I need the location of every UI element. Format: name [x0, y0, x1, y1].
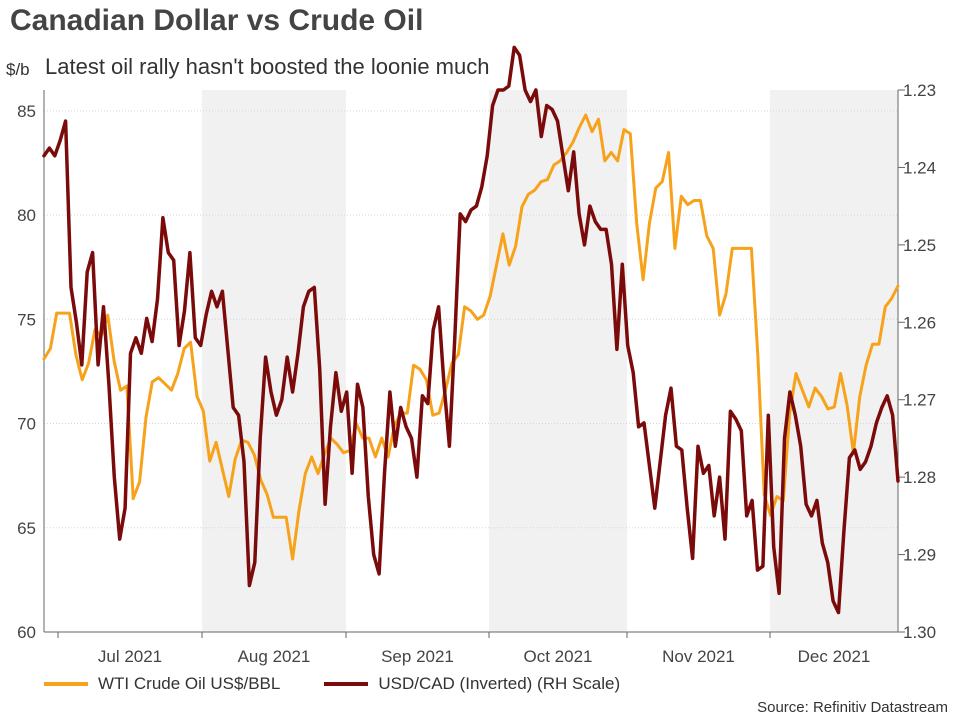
series-line-usdcad	[42, 45, 900, 615]
shaded-band-dec-2021	[770, 90, 898, 632]
right-tick-label: 1.30	[903, 623, 936, 642]
gridlines	[44, 110, 898, 633]
chart-subtitle: Latest oil rally hasn't boosted the loon…	[45, 54, 490, 79]
series-line-wti	[42, 113, 900, 561]
x-tick-label: Oct 2021	[524, 647, 593, 666]
left-tick-label: 80	[17, 206, 36, 225]
right-tick-label: 1.25	[903, 236, 936, 255]
x-tick-label: Jul 2021	[98, 647, 162, 666]
shaded-band-aug-2021	[202, 90, 346, 632]
legend-label-usdcad: USD/CAD (Inverted) (RH Scale)	[378, 674, 621, 693]
shaded-month-bands	[202, 90, 898, 632]
legend-item-wti: WTI Crude Oil US$/BBL	[44, 674, 280, 694]
series-lines	[42, 45, 900, 615]
x-tick-label: Nov 2021	[662, 647, 735, 666]
right-tick-label: 1.24	[903, 158, 936, 177]
right-tick-label: 1.29	[903, 546, 936, 565]
left-tick-label: 60	[17, 623, 36, 642]
left-tick-label: 70	[17, 415, 36, 434]
right-tick-label: 1.27	[903, 391, 936, 410]
left-tick-label: 65	[17, 519, 36, 538]
legend-item-usdcad: USD/CAD (Inverted) (RH Scale)	[324, 674, 620, 694]
right-tick-label: 1.23	[903, 81, 936, 100]
shaded-band-oct-2021	[489, 90, 627, 632]
legend-label-wti: WTI Crude Oil US$/BBL	[98, 674, 281, 693]
left-axis-unit: $/b	[6, 60, 30, 79]
x-tick-label: Aug 2021	[238, 647, 311, 666]
axes: 60 65 70 75 80 85 1.23 1.24 1.25 1.26 1.27 1.28 1.29…	[17, 81, 936, 666]
legend-swatch-usdcad	[324, 682, 369, 686]
right-tick-label: 1.26	[903, 313, 936, 332]
left-tick-label: 85	[17, 102, 36, 121]
right-tick-label: 1.28	[903, 468, 936, 487]
source-note: Source: Refinitiv Datastream	[757, 699, 948, 716]
x-tick-label: Dec 2021	[798, 647, 871, 666]
left-tick-label: 75	[17, 310, 36, 329]
chart-title: Canadian Dollar vs Crude Oil	[10, 4, 424, 37]
legend-swatch-wti	[44, 682, 88, 686]
x-tick-label: Sep 2021	[381, 647, 454, 666]
legend: WTI Crude Oil US$/BBL USD/CAD (Inverted)…	[44, 674, 664, 694]
